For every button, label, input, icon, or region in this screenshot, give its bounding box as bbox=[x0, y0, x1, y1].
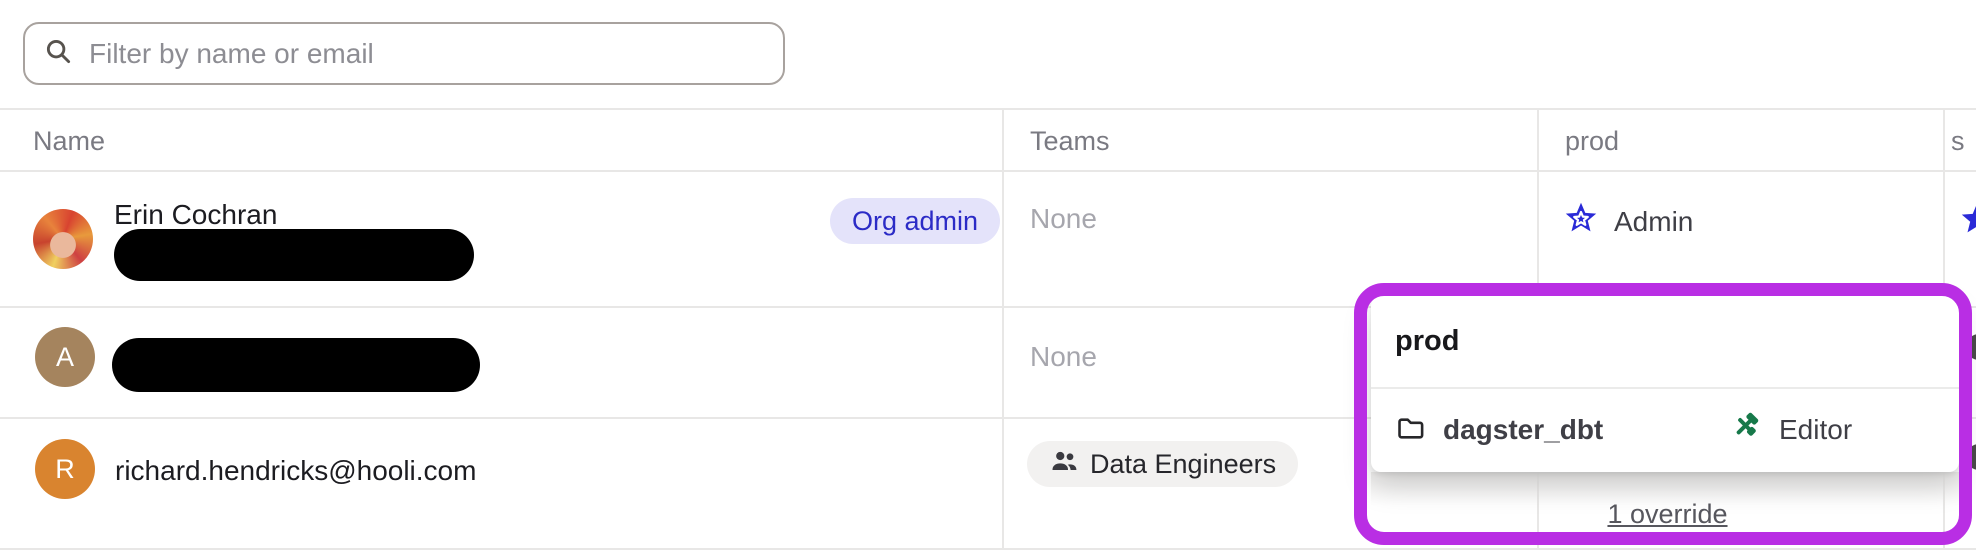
avatar-letter-a: A bbox=[35, 327, 95, 387]
filter-input[interactable] bbox=[87, 36, 765, 71]
org-admin-badge-label: Org admin bbox=[852, 205, 979, 236]
edge-button-partial-icon[interactable] bbox=[1966, 444, 1976, 470]
prod-role-popover: prod dagster_dbt Editor bbox=[1371, 296, 1959, 472]
row-divider-1 bbox=[0, 306, 1976, 308]
user-email: richard.hendricks@hooli.com bbox=[115, 455, 477, 486]
prod-role-cell[interactable]: Admin bbox=[1562, 200, 1693, 243]
avatar-letter: R bbox=[55, 453, 75, 484]
team-badge-data-engineers: Data Engineers bbox=[1027, 441, 1299, 487]
column-header-name[interactable]: Name bbox=[33, 126, 106, 156]
column-header-prod[interactable]: prod bbox=[1565, 126, 1620, 156]
popover-divider bbox=[1371, 387, 1959, 389]
redacted-name-bar bbox=[112, 338, 480, 392]
user-name: Erin Cochran bbox=[114, 199, 278, 230]
avatar-letter: A bbox=[55, 341, 74, 372]
header-row-divider bbox=[0, 170, 1976, 172]
row-divider-2 bbox=[0, 417, 1976, 419]
prod-role-label: Admin bbox=[1614, 205, 1694, 237]
popover-role-label: Editor bbox=[1779, 414, 1853, 445]
avatar-photo-erin bbox=[33, 209, 93, 269]
code-location-label: dagster_dbt bbox=[1443, 414, 1604, 445]
avatar-letter-r: R bbox=[35, 439, 95, 499]
team-badge-label: Data Engineers bbox=[1090, 448, 1277, 479]
people-icon bbox=[1049, 446, 1079, 483]
teams-cell-none: None bbox=[1030, 203, 1097, 234]
editor-tools-icon bbox=[1729, 409, 1762, 447]
admin-star-icon bbox=[1562, 200, 1600, 243]
column-header-teams[interactable]: Teams bbox=[1030, 126, 1110, 156]
admin-star-icon-partial bbox=[1958, 201, 1976, 244]
popover-shadow bbox=[1371, 472, 1959, 506]
edge-button-partial-icon[interactable] bbox=[1966, 334, 1976, 360]
redacted-email-bar bbox=[114, 229, 474, 281]
table-border-top bbox=[0, 108, 1976, 110]
folder-icon bbox=[1395, 413, 1426, 449]
table-border-bottom bbox=[0, 548, 1976, 550]
column-divider-teams bbox=[1002, 108, 1004, 548]
popover-title: prod bbox=[1395, 325, 1460, 357]
filter-input-container bbox=[23, 22, 785, 85]
column-header-next-partial[interactable]: s bbox=[1951, 126, 1965, 156]
teams-cell-none: None bbox=[1030, 341, 1097, 372]
search-icon bbox=[43, 36, 73, 71]
override-link[interactable]: 1 override bbox=[1607, 499, 1728, 529]
org-admin-badge: Org admin bbox=[830, 198, 1001, 244]
